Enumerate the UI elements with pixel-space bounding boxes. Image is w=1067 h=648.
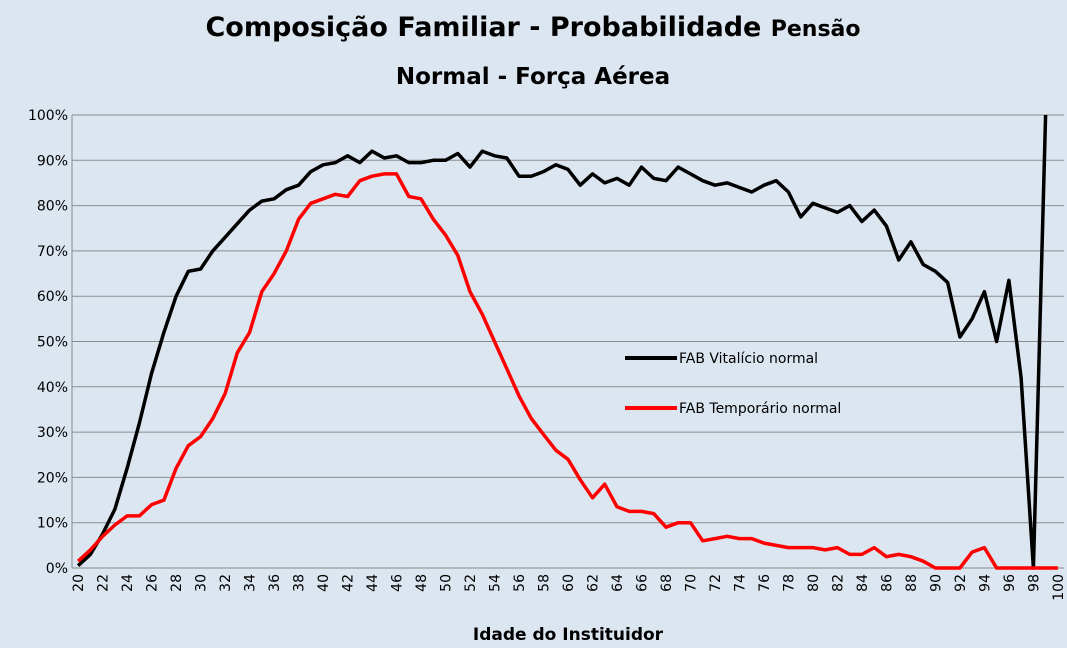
y-tick-label: 100%: [28, 108, 68, 124]
x-tick-label: 100: [1051, 574, 1067, 601]
x-tick-label: 56: [512, 574, 528, 592]
x-tick-label: 96: [1002, 574, 1018, 592]
title-small: Pensão: [771, 17, 861, 42]
x-tick-label: 40: [316, 574, 332, 592]
series-line: [76, 172, 1058, 570]
y-tick-label: 90%: [37, 153, 68, 169]
y-tick-label: 70%: [37, 244, 68, 260]
x-tick-label: 78: [781, 574, 797, 592]
y-tick-label: 20%: [37, 470, 68, 486]
x-tick-label: 94: [977, 574, 993, 592]
chart-subtitle: Normal - Força Aérea: [396, 64, 670, 90]
x-tick-label: 84: [855, 574, 871, 592]
y-tick-label: 80%: [37, 199, 68, 215]
y-tick-label: 60%: [37, 289, 68, 305]
title-main: Composição Familiar - Probabilidade: [205, 12, 761, 43]
legend-label: FAB Temporário normal: [679, 401, 841, 417]
legend-label: FAB Vitalício normal: [679, 351, 818, 367]
x-tick-label: 82: [830, 574, 846, 592]
x-tick-label: 72: [708, 574, 724, 592]
x-tick-label: 76: [757, 574, 773, 592]
x-tick-label: 48: [414, 574, 430, 592]
x-tick-label: 98: [1026, 574, 1042, 592]
x-tick-label: 70: [683, 574, 699, 592]
x-tick-label: 30: [194, 574, 210, 592]
x-tick-label: 22: [96, 574, 112, 592]
x-tick-label: 54: [488, 574, 504, 592]
y-tick-label: 30%: [37, 425, 68, 441]
x-tick-label: 42: [341, 574, 357, 592]
x-tick-label: 62: [585, 574, 601, 592]
x-tick-label: 46: [390, 574, 406, 592]
y-tick-label: 50%: [37, 335, 68, 351]
x-tick-label: 28: [169, 574, 185, 592]
x-tick-label: 60: [561, 574, 577, 592]
x-tick-label: 50: [439, 574, 455, 592]
x-tick-label: 74: [732, 574, 748, 592]
y-tick-label: 10%: [37, 516, 68, 532]
series-line: [76, 114, 1048, 570]
x-tick-label: 80: [806, 574, 822, 592]
x-axis-label: Idade do Instituidor: [473, 625, 664, 645]
x-tick-label: 24: [120, 574, 136, 592]
y-tick-label: 0%: [46, 561, 68, 577]
x-tick-label: 26: [145, 574, 161, 592]
x-tick-label: 20: [71, 574, 87, 592]
chart-title: Composição Familiar - Probabilidade Pens…: [205, 12, 860, 43]
x-tick-label: 90: [928, 574, 944, 592]
x-tick-label: 44: [365, 574, 381, 592]
x-tick-label: 92: [953, 574, 969, 592]
x-tick-label: 88: [904, 574, 920, 592]
x-tick-label: 68: [659, 574, 675, 592]
x-tick-label: 58: [537, 574, 553, 592]
x-tick-label: 86: [879, 574, 895, 592]
x-tick-label: 32: [218, 574, 234, 592]
x-tick-label: 38: [292, 574, 308, 592]
x-tick-label: 34: [243, 574, 259, 592]
y-tick-label: 40%: [37, 380, 68, 396]
x-tick-label: 66: [634, 574, 650, 592]
x-tick-label: 36: [267, 574, 283, 592]
x-tick-label: 52: [463, 574, 479, 592]
x-tick-label: 64: [610, 574, 626, 592]
